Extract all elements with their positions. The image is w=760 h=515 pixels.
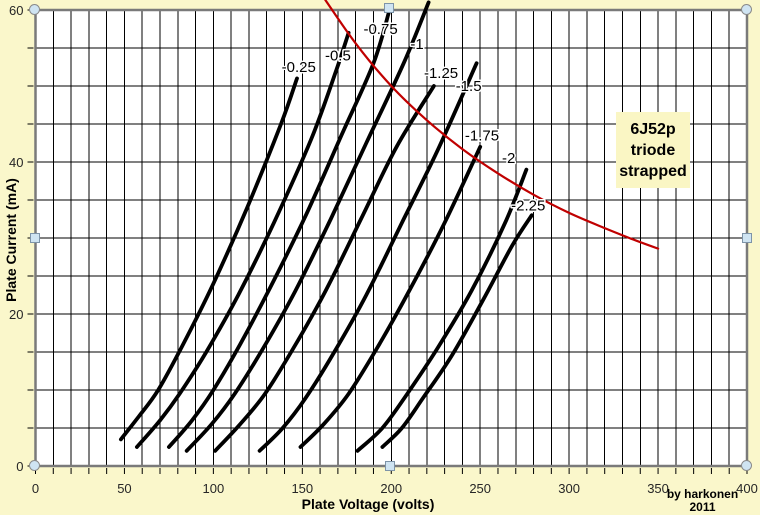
selection-handle-top-right[interactable] [741, 4, 752, 15]
x-tick-label: 400 [736, 481, 758, 496]
curve--0.75 [167, 8, 392, 449]
y-tick-label: 40 [9, 155, 23, 170]
grid-voltage-label: -1 [410, 36, 423, 53]
grid-voltage-label: -0.25 [282, 59, 316, 76]
selection-handle-bottom-right[interactable] [741, 460, 752, 471]
grid-voltage-label: -2 [502, 150, 515, 167]
y-axis-title: Plate Current (mA) [3, 178, 19, 302]
x-tick-label: 350 [647, 481, 669, 496]
x-tick-label: 200 [380, 481, 402, 496]
curve--1.5 [257, 61, 479, 453]
y-tick-label: 20 [9, 307, 23, 322]
x-tick-label: 300 [558, 481, 580, 496]
selection-handle-bottom-left[interactable] [29, 460, 40, 471]
selection-handle-bottom-center[interactable] [385, 461, 395, 471]
selection-handle-middle-right[interactable] [742, 233, 752, 243]
grid-voltage-label: -1.5 [456, 78, 482, 95]
selection-handle-top-left[interactable] [29, 4, 40, 15]
curve-max-dissipation [324, 0, 660, 250]
grid-voltage-label: -0.75 [363, 21, 397, 38]
attribution-year: 2011 [689, 500, 716, 514]
title-box: 6J52p triode strapped [616, 112, 690, 188]
x-tick-label: 250 [469, 481, 491, 496]
y-tick-label: 60 [9, 3, 23, 18]
curve--1.25 [213, 84, 436, 453]
curve--2 [355, 167, 529, 453]
curve--1 [184, 0, 431, 453]
x-tick-label: 150 [291, 481, 313, 496]
curve--0.25 [119, 76, 299, 442]
grid-voltage-label: -1.25 [424, 65, 458, 82]
attribution-author: by harkonen [666, 487, 739, 501]
curve--2.25 [380, 213, 534, 449]
grid-voltage-label: -2.25 [511, 197, 545, 214]
grid-voltage-label: -0.5 [325, 48, 351, 65]
selection-handle-middle-left[interactable] [30, 233, 40, 243]
x-tick-label: 0 [32, 481, 39, 496]
title-box-line: triode [630, 142, 676, 159]
curve--0.5 [135, 30, 351, 449]
curve--1.75 [298, 144, 483, 449]
title-box-line: strapped [619, 163, 687, 180]
x-axis-title: Plate Voltage (volts) [301, 496, 435, 512]
y-tick-label: 0 [16, 459, 23, 474]
x-tick-label: 100 [203, 481, 225, 496]
title-box-line: 6J52p [630, 121, 676, 138]
grid-voltage-label: -1.75 [465, 127, 499, 144]
x-tick-label: 50 [117, 481, 131, 496]
attribution: by harkonen 2011 [655, 488, 750, 514]
selection-handle-top-center[interactable] [384, 3, 394, 13]
